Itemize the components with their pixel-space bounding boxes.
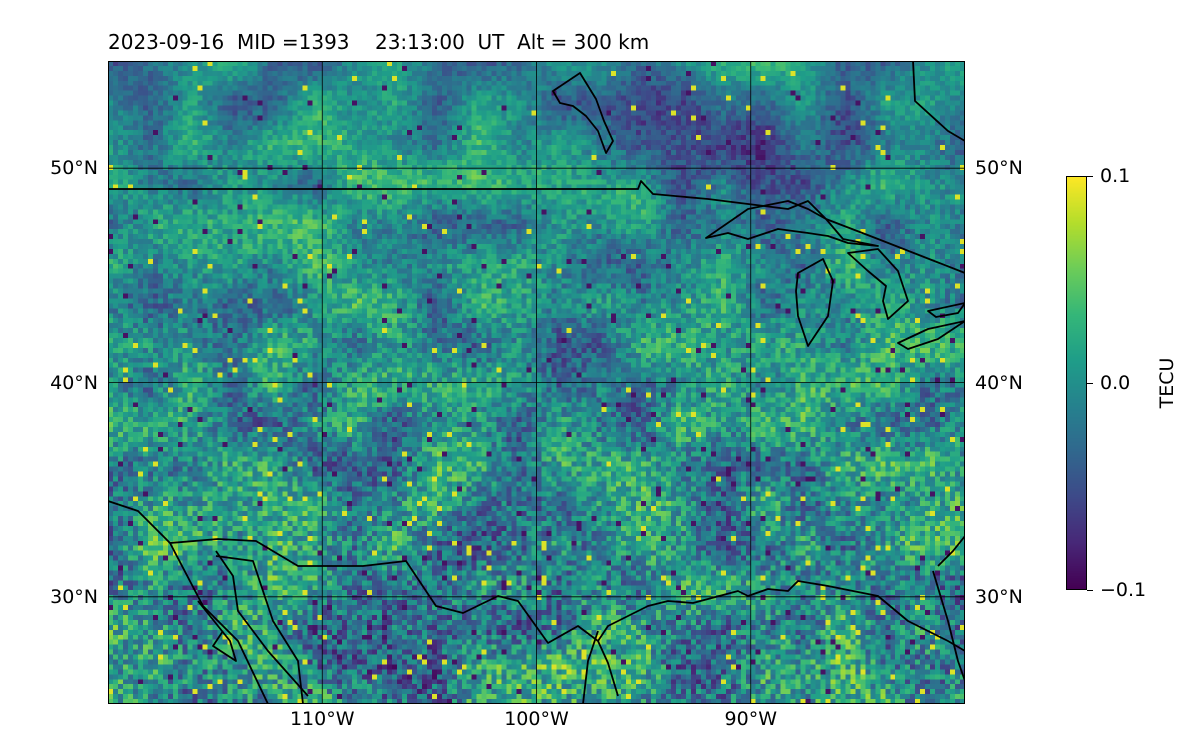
lat-label-left: 40°N [50,371,98,394]
colorbar-tick-mark [1087,175,1093,177]
us-canada-border [108,180,965,274]
title-alt: Alt = 300 km [517,30,650,54]
mexico-border [108,500,619,697]
northeast-coast [912,61,965,142]
map-gridlines [108,61,965,704]
lon-label: 100°W [504,708,569,730]
lon-label: 90°W [724,708,777,730]
map-overlay [108,61,965,704]
hudson-bay-shore [552,72,614,154]
map-boundaries [108,61,965,704]
yucatan-coast [582,630,599,704]
colorbar-tick-label: −0.1 [1100,579,1147,601]
lat-label-left: 30°N [50,585,98,608]
title-time: 23:13:00 UT [374,30,505,54]
lat-label-right: 30°N [975,585,1023,608]
colorbar [1066,176,1087,590]
se-florida-coast [932,570,965,682]
colorbar-label: TECU [1156,357,1178,409]
lat-label-right: 40°N [975,371,1023,394]
colorbar-tick-label: 0.1 [1100,165,1131,187]
tec-map [108,61,965,704]
baja-inner [215,555,304,704]
lake-ontario [927,302,965,318]
baja-coast [215,550,309,697]
colorbar-tick-label: 0.0 [1100,372,1131,394]
lat-label-left: 50°N [50,157,98,180]
lake-michigan [795,258,834,347]
lon-label: 110°W [289,708,355,730]
lake-superior [705,200,879,247]
lake-huron [847,248,909,320]
florida [937,535,965,567]
title-mid: MID =1393 [236,30,350,54]
colorbar-tick-mark [1087,382,1093,384]
lat-label-right: 50°N [975,157,1023,180]
gulf-of-california [169,542,269,704]
pacific-coast-mexico [197,600,237,662]
plot-title: 2023-09-16 MID =1393 23:13:00 UT Alt = 3… [108,30,649,54]
colorbar-tick-mark [1087,589,1093,591]
lake-erie [897,320,965,350]
gulf-coast [597,580,965,652]
title-date: 2023-09-16 [108,30,225,54]
